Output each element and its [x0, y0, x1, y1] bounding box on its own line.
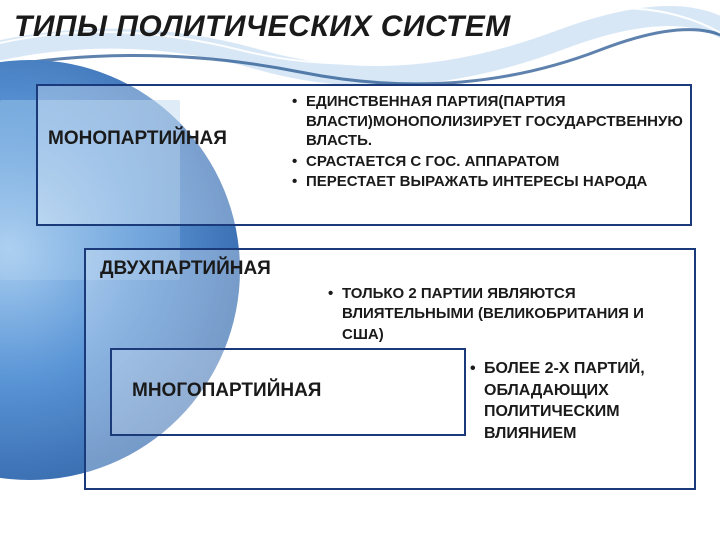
- bullet-text: ТОЛЬКО 2 ПАРТИИ ЯВЛЯЮТСЯ ВЛИЯТЕЛЬНЫМИ (В…: [342, 284, 688, 345]
- section-3-label: МНОГОПАРТИЙНАЯ: [132, 380, 321, 402]
- section-3-bullets: •БОЛЕЕ 2-Х ПАРТИЙ, ОБЛАДАЮЩИХ ПОЛИТИЧЕСК…: [470, 358, 686, 445]
- bullet-text: БОЛЕЕ 2-Х ПАРТИЙ, ОБЛАДАЮЩИХ ПОЛИТИЧЕСКИ…: [484, 358, 686, 444]
- bullet-text: ПЕРЕСТАЕТ ВЫРАЖАТЬ ИНТЕРЕСЫ НАРОДА: [306, 172, 686, 192]
- bullet-text: ЕДИНСТВЕННАЯ ПАРТИЯ(ПАРТИЯ ВЛАСТИ)МОНОПО…: [306, 92, 686, 151]
- page-title: ТИПЫ ПОЛИТИЧЕСКИХ СИСТЕМ: [14, 10, 511, 44]
- section-1-bullets: •ЕДИНСТВЕННАЯ ПАРТИЯ(ПАРТИЯ ВЛАСТИ)МОНОП…: [292, 92, 686, 193]
- bullet-text: СРАСТАЕТСЯ С ГОС. АППАРАТОМ: [306, 152, 686, 172]
- section-2-bullets: •ТОЛЬКО 2 ПАРТИИ ЯВЛЯЮТСЯ ВЛИЯТЕЛЬНЫМИ (…: [328, 284, 688, 346]
- section-2-label: ДВУХПАРТИЙНАЯ: [100, 258, 271, 280]
- section-1-label: МОНОПАРТИЙНАЯ: [48, 128, 227, 150]
